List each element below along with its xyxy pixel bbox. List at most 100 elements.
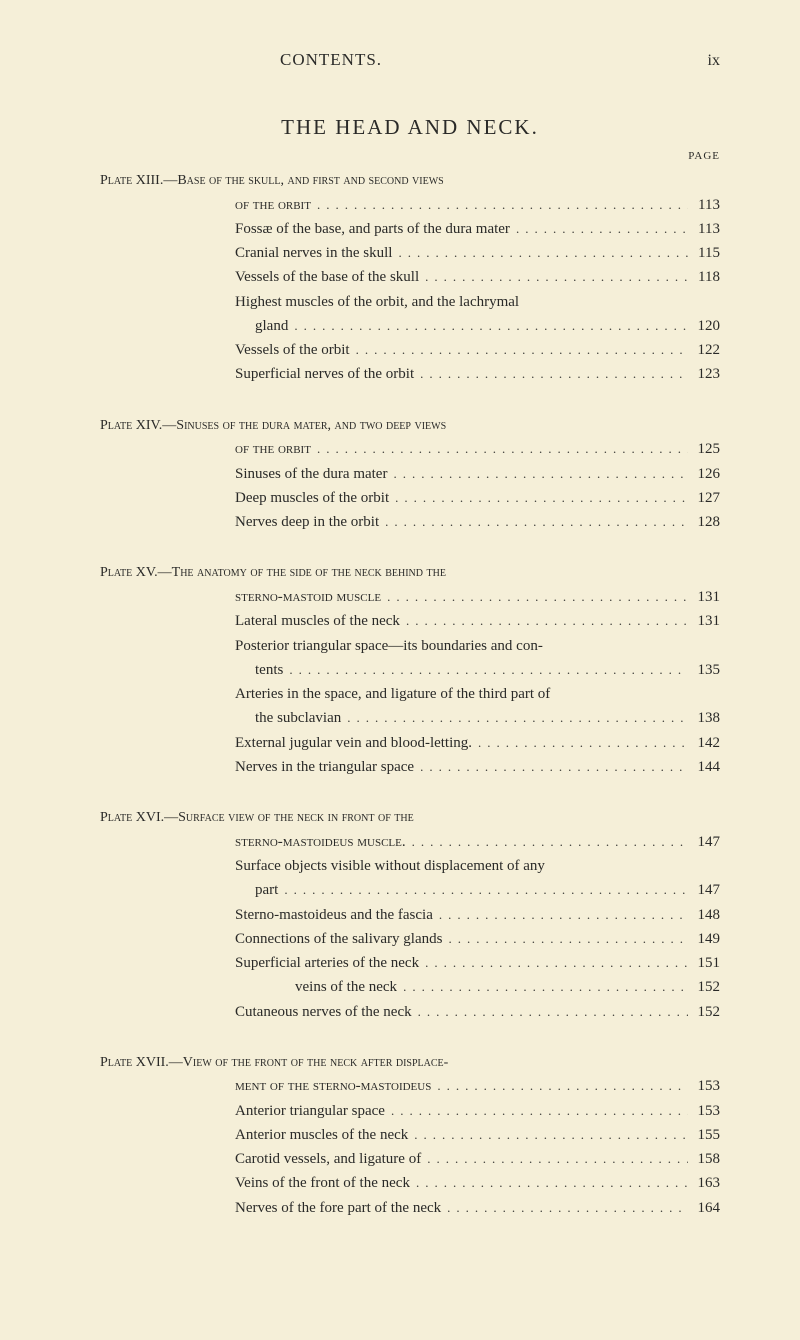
- plate-heading: Plate XIII.—Base of the skull, and first…: [100, 170, 720, 192]
- plate-block: Plate XVII.—View of the front of the nec…: [100, 1052, 720, 1220]
- entry-row: Cutaneous nerves of the neck............…: [100, 1001, 720, 1024]
- entry-label: Superficial arteries of the neck: [235, 952, 419, 975]
- leader-dots: ........................................…: [350, 340, 688, 360]
- entry-label: Anterior muscles of the neck: [235, 1124, 408, 1147]
- entry-label: Vessels of the orbit: [235, 339, 350, 362]
- entry-label: Sterno-mastoideus and the fascia: [235, 904, 433, 927]
- page-ref: 120: [688, 315, 720, 338]
- entry-row: Superficial nerves of the orbit.........…: [100, 363, 720, 386]
- leader-dots: ........................................…: [431, 1076, 688, 1096]
- entry-row: Anterior triangular space...............…: [100, 1100, 720, 1123]
- page-ref: 142: [688, 732, 720, 755]
- entry-label: Lateral muscles of the neck: [235, 610, 400, 633]
- entry-row: Fossæ of the base, and parts of the dura…: [100, 218, 720, 241]
- entry-row: External jugular vein and blood-letting.…: [100, 732, 720, 755]
- plate-subheading: sterno-mastoid muscle: [235, 586, 381, 609]
- entry-label: Fossæ of the base, and parts of the dura…: [235, 218, 510, 241]
- plate-subheading-row: of the orbit............................…: [100, 438, 720, 461]
- entry-label-wrap: Posterior triangular space—its boundarie…: [100, 635, 720, 658]
- entry-label: Veins of the front of the neck: [235, 1172, 410, 1195]
- leader-dots: ........................................…: [410, 1173, 688, 1193]
- plate-subheading: of the orbit: [235, 194, 311, 217]
- page-ref: 123: [688, 363, 720, 386]
- leader-dots: ........................................…: [408, 1125, 688, 1145]
- page-ref: 125: [688, 438, 720, 461]
- page-ref: 118: [688, 266, 720, 289]
- leader-dots: ........................................…: [412, 1002, 688, 1022]
- plate-block: Plate XIV.—Sinuses of the dura mater, an…: [100, 415, 720, 535]
- entry-continuation: part: [255, 879, 278, 902]
- entry-label-wrap: Surface objects visible without displace…: [100, 855, 720, 878]
- page-column-label: PAGE: [100, 150, 720, 162]
- leader-dots: ........................................…: [397, 977, 688, 997]
- page-ref: 138: [688, 707, 720, 730]
- entry-label: Nerves of the fore part of the neck: [235, 1197, 441, 1220]
- page-ref: 131: [688, 586, 720, 609]
- page-ref: 163: [688, 1172, 720, 1195]
- leader-dots: ........................................…: [510, 219, 688, 239]
- entry-row: Cranial nerves in the skull.............…: [100, 242, 720, 265]
- page-ref: 147: [688, 831, 720, 854]
- leader-dots: ........................................…: [433, 905, 688, 925]
- entry-row: Vessels of the orbit....................…: [100, 339, 720, 362]
- plate-subheading: ment of the sterno-mastoideus: [235, 1075, 431, 1098]
- plate-subheading: of the orbit: [235, 438, 311, 461]
- leader-dots: ........................................…: [406, 832, 688, 852]
- leader-dots: ........................................…: [400, 611, 688, 631]
- entry-label: Carotid vessels, and ligature of: [235, 1148, 421, 1171]
- entry-row: Connections of the salivary glands......…: [100, 928, 720, 951]
- page-ref: 153: [688, 1075, 720, 1098]
- section-title: THE HEAD AND NECK.: [100, 115, 720, 140]
- page-ref: 149: [688, 928, 720, 951]
- plate-heading: Plate XV.—The anatomy of the side of the…: [100, 562, 720, 584]
- entry-label: Connections of the salivary glands: [235, 928, 442, 951]
- plate-subheading-row: of the orbit............................…: [100, 194, 720, 217]
- entry-label: Cranial nerves in the skull: [235, 242, 392, 265]
- page-ref: 127: [688, 487, 720, 510]
- entry-row: Anterior muscles of the neck............…: [100, 1124, 720, 1147]
- entry-row: Nerves in the triangular space..........…: [100, 756, 720, 779]
- entry-row: tents...................................…: [100, 659, 720, 682]
- entry-continuation: gland: [255, 315, 288, 338]
- page-ref: 155: [688, 1124, 720, 1147]
- entry-row: Deep muscles of the orbit...............…: [100, 487, 720, 510]
- entry-label: Anterior triangular space: [235, 1100, 385, 1123]
- plate-subheading-row: sterno-mastoideus muscle................…: [100, 831, 720, 854]
- leader-dots: ........................................…: [387, 464, 688, 484]
- page-ref: 158: [688, 1148, 720, 1171]
- entry-label: Superficial nerves of the orbit: [235, 363, 414, 386]
- entry-label: Sinuses of the dura mater: [235, 463, 387, 486]
- entry-row: veins of the neck.......................…: [100, 976, 720, 999]
- page-ref: 113: [688, 194, 720, 217]
- page-ref: 144: [688, 756, 720, 779]
- page-ref: 122: [688, 339, 720, 362]
- leader-dots: ........................................…: [341, 708, 688, 728]
- leader-dots: ........................................…: [379, 512, 688, 532]
- plate-heading: Plate XVI.—Surface view of the neck in f…: [100, 807, 720, 829]
- entry-label: Cutaneous nerves of the neck: [235, 1001, 412, 1024]
- leader-dots: ........................................…: [385, 1101, 688, 1121]
- leader-dots: ........................................…: [311, 439, 688, 459]
- leader-dots: ........................................…: [414, 364, 688, 384]
- page-ref: 147: [688, 879, 720, 902]
- header-title: CONTENTS.: [280, 50, 382, 70]
- entry-row: gland...................................…: [100, 315, 720, 338]
- entry-label-wrap: Highest muscles of the orbit, and the la…: [100, 291, 720, 314]
- plate-block: Plate XIII.—Base of the skull, and first…: [100, 170, 720, 387]
- leader-dots: ........................................…: [283, 660, 688, 680]
- leader-dots: ........................................…: [419, 953, 688, 973]
- page-ref: 152: [688, 1001, 720, 1024]
- entry-row: Sterno-mastoideus and the fascia........…: [100, 904, 720, 927]
- entry-row: Lateral muscles of the neck.............…: [100, 610, 720, 633]
- entry-row: Carotid vessels, and ligature of........…: [100, 1148, 720, 1171]
- page-header: CONTENTS. ix: [100, 50, 720, 70]
- entry-row: Sinuses of the dura mater...............…: [100, 463, 720, 486]
- leader-dots: ........................................…: [392, 243, 688, 263]
- leader-dots: ........................................…: [442, 929, 688, 949]
- leader-dots: ........................................…: [419, 267, 688, 287]
- leader-dots: ........................................…: [381, 587, 688, 607]
- entry-label: External jugular vein and blood-letting.: [235, 732, 472, 755]
- leader-dots: ........................................…: [441, 1198, 688, 1218]
- leader-dots: ........................................…: [414, 757, 688, 777]
- entry-continuation: the subclavian: [255, 707, 341, 730]
